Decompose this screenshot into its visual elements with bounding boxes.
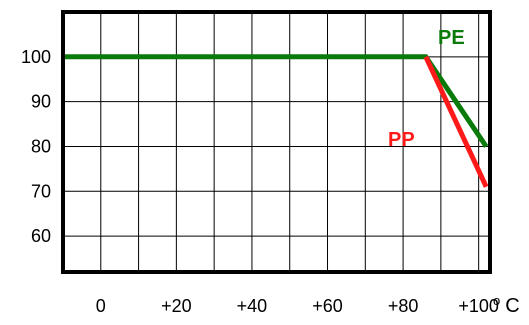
y-tick-label: 70 bbox=[31, 181, 51, 201]
plot-frame bbox=[61, 10, 492, 274]
x-tick-label: +40 bbox=[237, 296, 268, 316]
x-tick-label: +20 bbox=[161, 296, 192, 316]
x-axis-unit-main: C bbox=[505, 295, 519, 317]
y-tick-label: 60 bbox=[31, 226, 51, 246]
series-lines bbox=[63, 54, 489, 188]
series-labels: PE PP bbox=[388, 27, 465, 151]
x-tick-label: +60 bbox=[312, 296, 343, 316]
series-label-pe: PE bbox=[438, 27, 465, 49]
x-tick-label: 0 bbox=[96, 296, 106, 316]
x-axis-unit-prefix: o bbox=[493, 293, 500, 308]
series-label-pp: PP bbox=[388, 129, 415, 151]
x-tick-label: +100 bbox=[458, 296, 499, 316]
grid-lines bbox=[63, 12, 490, 272]
x-axis-unit: o C bbox=[493, 289, 520, 317]
y-axis-tick-labels: 60 70 80 90 100 bbox=[21, 47, 51, 246]
y-tick-label: 80 bbox=[31, 136, 51, 156]
series-line-pp bbox=[423, 55, 489, 188]
x-tick-label: +80 bbox=[388, 296, 419, 316]
x-axis-tick-labels: 0 +20 +40 +60 +80 +100 bbox=[96, 296, 499, 316]
y-tick-label: 100 bbox=[21, 47, 51, 67]
y-tick-label: 90 bbox=[31, 92, 51, 112]
